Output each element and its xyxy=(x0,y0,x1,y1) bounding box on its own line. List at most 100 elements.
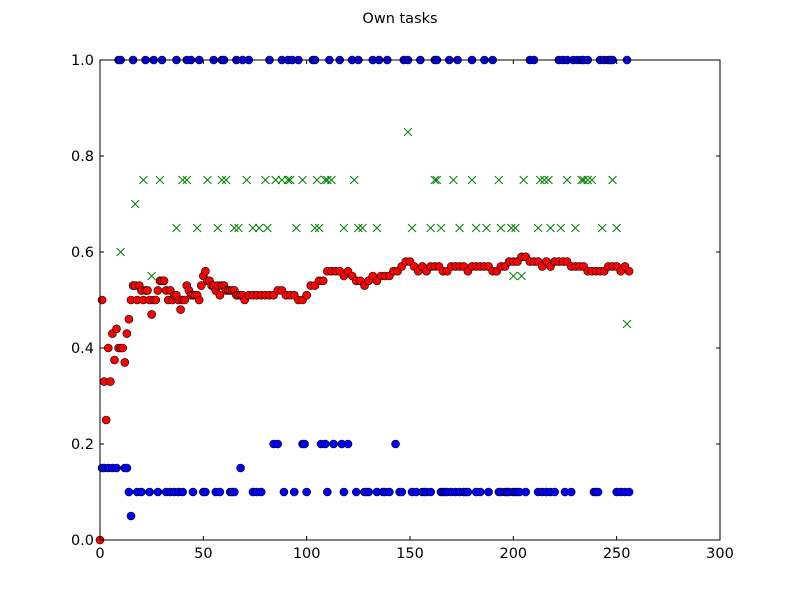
data-point-cross xyxy=(544,175,553,185)
data-point-cross xyxy=(260,175,270,185)
data-point-circle xyxy=(273,439,283,449)
x-tick-label: 50 xyxy=(194,546,212,562)
data-point-circle xyxy=(351,487,361,497)
data-point-cross xyxy=(155,175,165,185)
data-point-cross xyxy=(506,223,516,233)
data-point-cross xyxy=(467,175,477,185)
data-point-cross xyxy=(455,223,464,233)
data-point-cross xyxy=(587,175,597,185)
series-2 xyxy=(95,252,634,545)
data-point-cross xyxy=(320,175,330,185)
series-1 xyxy=(116,127,632,329)
data-point-cross xyxy=(339,223,349,233)
data-point-circle xyxy=(112,324,121,334)
data-point-circle xyxy=(196,281,206,290)
data-point-circle xyxy=(124,314,134,324)
data-point-circle xyxy=(475,487,485,497)
data-point-cross xyxy=(449,175,458,185)
data-point-circle xyxy=(215,290,225,300)
data-point-circle xyxy=(256,487,266,497)
data-point-cross xyxy=(546,223,555,233)
data-point-circle xyxy=(153,286,163,295)
y-tick-label: 1.0 xyxy=(71,53,94,69)
data-point-cross xyxy=(570,223,580,233)
data-point-circle xyxy=(550,487,559,497)
data-point-cross xyxy=(430,175,440,185)
data-point-cross xyxy=(471,223,481,233)
data-point-cross xyxy=(298,175,307,185)
data-point-cross xyxy=(535,175,545,185)
data-point-circle xyxy=(201,487,210,497)
data-point-cross xyxy=(556,223,566,233)
data-point-circle xyxy=(194,295,204,305)
data-point-circle xyxy=(147,310,156,319)
data-point-circle xyxy=(106,377,115,386)
data-point-cross xyxy=(511,223,520,233)
x-tick-label: 150 xyxy=(396,546,424,562)
data-point-circle xyxy=(122,463,132,473)
data-point-circle xyxy=(624,266,634,276)
data-point-circle xyxy=(300,439,309,449)
data-point-circle xyxy=(343,439,353,449)
data-point-cross xyxy=(277,175,287,185)
data-point-circle xyxy=(320,439,330,449)
data-point-circle xyxy=(118,343,128,353)
x-tick-label: 300 xyxy=(706,546,734,562)
x-tick-label: 250 xyxy=(603,546,631,562)
data-point-cross xyxy=(283,175,293,185)
data-point-circle xyxy=(329,439,338,449)
data-point-cross xyxy=(271,175,281,185)
data-point-cross xyxy=(178,175,188,185)
data-point-circle xyxy=(236,463,245,473)
axis-ticks: 0 50 100 150 200 250 300 0.0 0.2 0.4 0.6 0.8 1.0 xyxy=(71,53,734,562)
data-point-cross xyxy=(254,223,264,233)
data-point-circle xyxy=(137,487,146,497)
y-tick-label: 0.8 xyxy=(71,149,94,165)
x-tick-label: 0 xyxy=(95,546,104,562)
data-point-circle xyxy=(364,487,373,497)
data-point-cross xyxy=(203,175,212,185)
data-point-cross xyxy=(579,175,588,185)
data-point-circle xyxy=(463,487,473,497)
data-point-cross xyxy=(130,199,140,209)
data-point-cross xyxy=(597,223,607,233)
data-point-cross xyxy=(517,271,526,281)
data-point-circle xyxy=(143,286,152,295)
data-point-cross xyxy=(407,223,417,233)
data-point-cross xyxy=(229,223,239,233)
data-point-cross xyxy=(147,271,157,281)
data-point-circle xyxy=(391,439,400,449)
data-point-cross xyxy=(314,223,324,233)
data-point-cross xyxy=(234,223,243,233)
data-point-circle xyxy=(484,487,493,497)
data-point-circle xyxy=(112,463,121,473)
data-point-circle xyxy=(201,266,210,276)
data-point-cross xyxy=(217,175,227,185)
data-point-cross xyxy=(583,175,593,185)
data-point-cross xyxy=(577,175,586,185)
data-point-circle xyxy=(122,329,132,338)
data-point-cross xyxy=(310,223,320,233)
data-point-cross xyxy=(403,127,413,137)
data-point-cross xyxy=(242,175,252,185)
data-point-circle xyxy=(521,487,531,497)
data-point-cross xyxy=(353,223,363,233)
data-point-cross xyxy=(182,175,192,185)
x-tick-label: 100 xyxy=(293,546,321,562)
data-point-circle xyxy=(126,511,136,521)
data-point-circle xyxy=(302,290,311,300)
data-point-cross xyxy=(519,175,529,185)
data-point-circle xyxy=(188,487,198,497)
data-point-circle xyxy=(97,295,107,305)
data-point-cross xyxy=(221,175,231,185)
data-point-cross xyxy=(349,175,359,185)
data-point-cross xyxy=(192,223,202,233)
data-point-circle xyxy=(339,487,349,497)
data-point-circle xyxy=(318,276,328,286)
data-point-circle xyxy=(180,295,190,305)
data-point-cross xyxy=(285,175,295,185)
data-point-cross xyxy=(116,247,126,257)
data-point-cross xyxy=(291,223,301,233)
